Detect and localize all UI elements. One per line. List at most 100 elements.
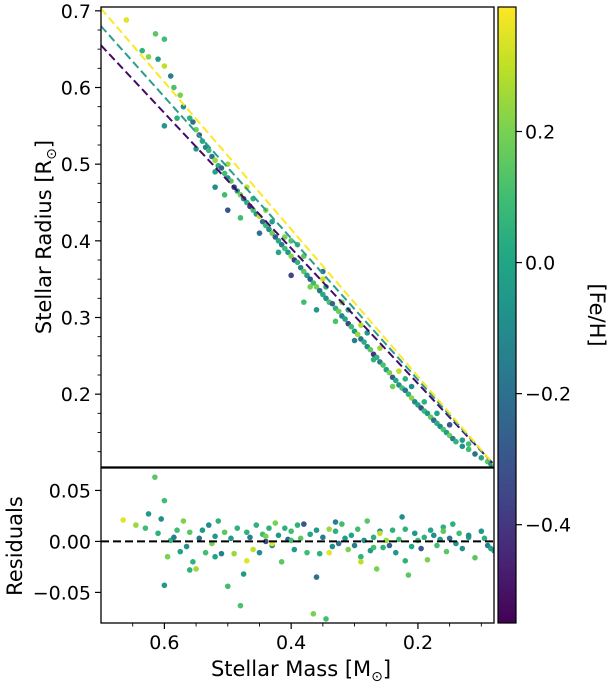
residual-point <box>491 547 494 554</box>
star-point <box>205 147 212 154</box>
residual-point <box>427 527 434 534</box>
residual-point <box>405 572 412 578</box>
main-y-tick-label: 0.5 <box>61 154 91 176</box>
residual-point <box>399 514 405 520</box>
residual-point <box>171 534 177 541</box>
star-point <box>396 368 402 374</box>
residual-point <box>411 530 418 537</box>
residual-point <box>370 544 377 551</box>
residual-point <box>339 521 345 527</box>
star-point <box>354 331 361 338</box>
fit-high-metallicity-line <box>101 7 494 466</box>
residual-point <box>358 553 364 560</box>
star-point <box>332 318 339 325</box>
star-point <box>301 268 307 275</box>
residual-point <box>291 546 298 553</box>
residual-point <box>307 531 313 538</box>
star-point <box>408 395 415 401</box>
residual-point <box>212 533 218 540</box>
star-point <box>465 446 472 453</box>
main-y-tick-label: 0.6 <box>61 78 91 100</box>
residual-point <box>256 549 263 556</box>
star-point <box>377 345 383 351</box>
residual-point <box>345 546 352 553</box>
fit-low-metallicity-line <box>101 44 494 466</box>
residual-point <box>316 550 323 557</box>
residual-point <box>364 518 371 524</box>
star-point <box>174 115 180 121</box>
star-point <box>307 284 313 290</box>
residual-point <box>120 517 126 523</box>
residual-point <box>421 534 428 541</box>
residual-point <box>351 542 358 549</box>
residual-point <box>288 537 294 544</box>
star-point <box>386 369 393 376</box>
star-point <box>380 362 386 368</box>
residual-point <box>177 548 184 555</box>
star-point <box>145 54 152 60</box>
residual-point <box>304 549 310 556</box>
residual-point <box>320 534 326 541</box>
residual-point <box>263 533 269 540</box>
residuals-y-tick-label: −0.05 <box>33 582 91 604</box>
residual-point <box>275 532 282 539</box>
x-tick-label: 0.6 <box>149 632 179 654</box>
star-point <box>459 437 466 443</box>
colorbar-tick-label: 0.0 <box>525 253 555 275</box>
fit-solar-metallicity-line <box>101 25 494 466</box>
residual-point <box>186 567 193 573</box>
x-tick-label: 0.4 <box>276 632 306 654</box>
star-point <box>301 299 307 305</box>
star-point <box>221 192 228 198</box>
residual-point <box>253 522 260 528</box>
star-point <box>193 146 199 152</box>
residual-point <box>326 526 332 532</box>
residual-point <box>190 559 196 565</box>
residual-point <box>335 540 342 547</box>
colorbar-gradient <box>497 6 517 624</box>
residual-point <box>202 549 209 556</box>
star-point <box>405 391 412 397</box>
x-axis-title: Stellar Mass [M⊙] <box>211 657 391 685</box>
residual-point <box>332 528 339 535</box>
star-point <box>320 291 326 298</box>
star-point <box>177 92 184 98</box>
residual-point <box>456 530 462 537</box>
star-point <box>155 56 161 62</box>
residual-point <box>193 566 199 572</box>
residual-point <box>386 542 393 549</box>
residual-point <box>221 529 228 536</box>
residual-point <box>215 518 222 524</box>
star-point <box>190 119 196 125</box>
star-point <box>224 207 231 213</box>
residual-point <box>243 529 250 536</box>
star-point <box>259 218 266 225</box>
star-point <box>212 169 218 175</box>
residual-point <box>218 550 225 557</box>
star-point <box>358 322 364 328</box>
star-point <box>288 272 294 279</box>
star-point <box>316 287 323 294</box>
star-point <box>237 215 244 221</box>
star-point <box>171 84 177 91</box>
star-point <box>367 346 374 353</box>
main-y-axis-title: Stellar Radius [R⊙] <box>32 140 60 334</box>
residual-point <box>481 535 488 542</box>
residual-point <box>224 583 231 590</box>
residual-point <box>377 530 383 537</box>
residuals-y-tick-label: 0.00 <box>49 531 91 553</box>
residual-point <box>266 525 272 531</box>
star-point <box>446 422 453 428</box>
residual-point <box>161 497 168 504</box>
star-point <box>348 323 355 330</box>
residual-point <box>164 553 171 560</box>
residual-point <box>237 602 244 609</box>
star-point <box>323 295 329 302</box>
residual-point <box>434 542 440 549</box>
colorbar-label: [Fe/H] <box>585 283 609 346</box>
residual-point <box>446 535 453 542</box>
main-y-tick-label: 0.3 <box>61 308 91 330</box>
residual-point <box>478 528 485 535</box>
residual-point <box>174 527 180 534</box>
star-point <box>472 451 478 457</box>
